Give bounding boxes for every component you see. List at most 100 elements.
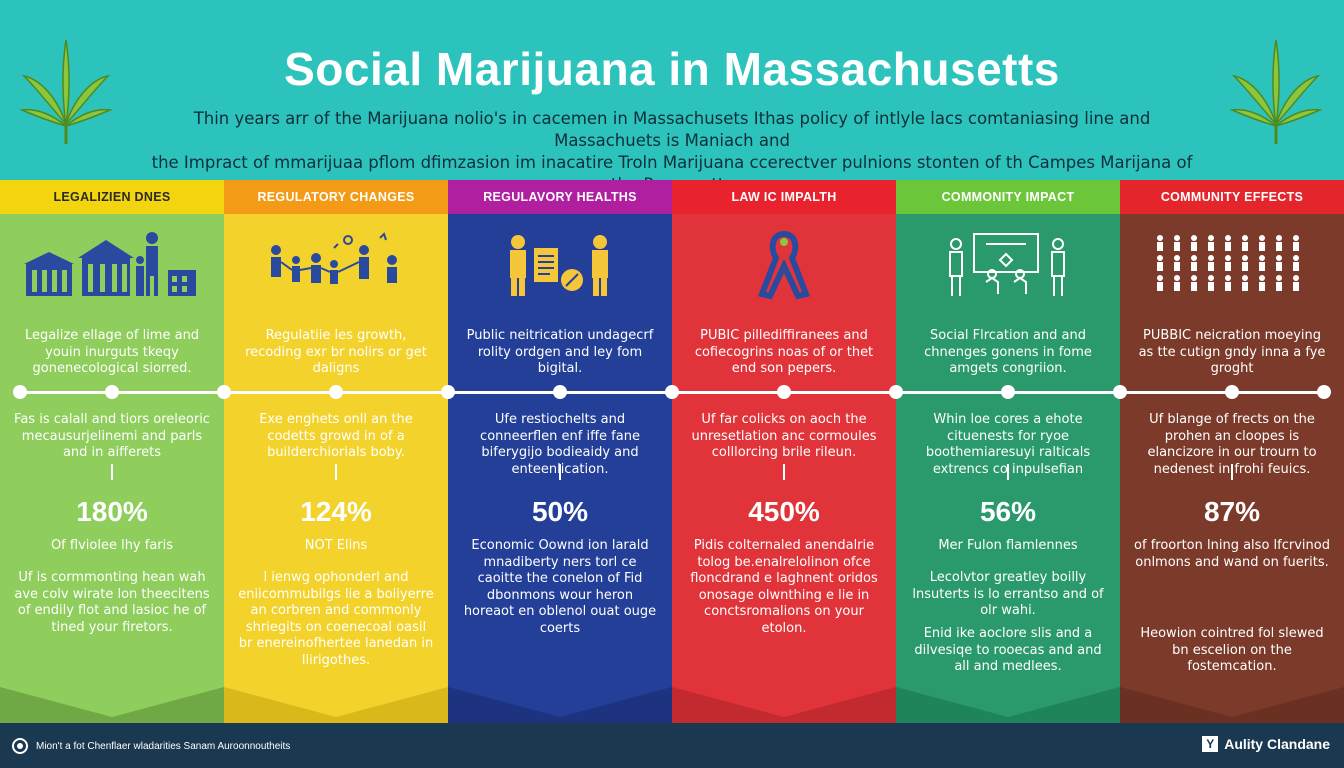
timeline-dot (1225, 385, 1239, 399)
divider-tick (1007, 464, 1009, 480)
person-icon-body (1157, 242, 1163, 251)
column-stat: 180% (76, 496, 148, 527)
timeline-dot (777, 385, 791, 399)
person-icon (1191, 235, 1197, 241)
divider-tick (335, 464, 337, 480)
person-icon (1293, 235, 1299, 241)
divider-tick (783, 464, 785, 480)
person-icon (1225, 255, 1231, 261)
person-icon-body (1259, 282, 1265, 291)
column-legalization: LEGALIZIEN DNES Legalize ellage of lime … (0, 180, 224, 723)
column-community-impact: COMMONITY IMPACT Social Flrcation and an… (896, 180, 1120, 723)
person-icon (1259, 275, 1265, 281)
person-icon-body (1293, 282, 1299, 291)
chevron-down-icon (896, 687, 1120, 723)
column-heading: REGULAVORY HEALTHS (448, 180, 672, 214)
column-heading: REGULATORY CHANGES (224, 180, 448, 214)
timeline-dot (441, 385, 455, 399)
person-icon-body (1259, 262, 1265, 271)
population-icons-grid (1157, 235, 1299, 291)
timeline-dot (1317, 385, 1331, 399)
chevron-down-icon (672, 687, 896, 723)
person-icon-body (1174, 242, 1180, 251)
person-icon-body (1259, 242, 1265, 251)
timeline-dot (329, 385, 343, 399)
health-document-people-icon (510, 235, 608, 296)
divider-tick (1231, 464, 1233, 480)
timeline-dot (105, 385, 119, 399)
divider-tick (111, 464, 113, 480)
column-heading: COMMONITY IMPACT (896, 180, 1120, 214)
person-icon-body (1208, 262, 1214, 271)
logo-circle-icon (12, 738, 28, 754)
column-heading: LEGALIZIEN DNES (0, 180, 224, 214)
person-icon (1174, 255, 1180, 261)
community-meeting-icon (949, 233, 1065, 296)
person-icon-body (1191, 282, 1197, 291)
footer-brand: Y Aulity Clandane (1202, 736, 1330, 752)
column-detail: Fas is calall and tiors oreleoric mecaus… (14, 412, 210, 460)
person-icon (1191, 275, 1197, 281)
subtitle-line-1: Thin years arr of the Marijuana nolio's … (193, 109, 1151, 150)
person-icon-body (1208, 242, 1214, 251)
cannabis-leaf-icon (19, 39, 113, 144)
timeline-dot (13, 385, 27, 399)
column-stat-label: Of flviolee lhy faris (50, 538, 174, 553)
person-icon-body (1191, 242, 1197, 251)
person-icon-body (1242, 282, 1248, 291)
column-heading: COMMUNITY EFFECTS (1120, 180, 1344, 214)
column-stat: 124% (300, 496, 372, 527)
column-note: Uf is cormmonting hean wah ave colv wira… (14, 570, 210, 635)
timeline-dot (217, 385, 231, 399)
chevron-down-icon (448, 687, 672, 723)
person-icon-body (1276, 262, 1282, 271)
page-title: Social Marijuana in Massachusetts (284, 43, 1060, 95)
column-stat-label: Pidis colternaled anendalrie tolog be.en… (690, 538, 878, 636)
timeline-dot (1001, 385, 1015, 399)
column-stat: 50% (531, 496, 589, 527)
divider-tick (559, 464, 561, 480)
awareness-ribbon-icon (757, 230, 811, 300)
person-icon (1208, 235, 1214, 241)
person-icon-body (1174, 262, 1180, 271)
person-icon (1242, 275, 1248, 281)
people-group-icon (271, 232, 397, 284)
brand-logo-icon: Y (1202, 736, 1219, 752)
column-regulatory-health: REGULAVORY HEALTHS Public neitrication u… (448, 180, 672, 723)
person-icon (1259, 235, 1265, 241)
column-description: Public neitrication undagecrf rolity ord… (466, 328, 654, 376)
column-detail: Uf blange of frects on the prohen an clo… (1147, 412, 1317, 477)
timeline-dot (553, 385, 567, 399)
person-icon (1242, 235, 1248, 241)
column-description: Social Flrcation and and chnenges gonens… (924, 328, 1092, 376)
government-building-family-icon (24, 232, 196, 296)
column-stat-label: Economic Oownd ion larald mnadiberty ner… (463, 538, 657, 636)
person-icon (1157, 235, 1163, 241)
person-icon-body (1276, 242, 1282, 251)
person-icon-body (1276, 282, 1282, 291)
column-stat-label: NOT Elins (304, 538, 368, 553)
footer-right-text: Aulity Clandane (1224, 736, 1330, 752)
column-stat: 87% (1203, 496, 1261, 527)
person-icon (1157, 275, 1163, 281)
person-icon-body (1242, 262, 1248, 271)
person-icon (1276, 255, 1282, 261)
person-icon-body (1208, 282, 1214, 291)
person-icon (1191, 255, 1197, 261)
column-description: Legalize ellage of lime and youin inurgu… (24, 328, 200, 376)
footer-bar: Mion't a fot Chenflaer wladarities Sanam… (0, 723, 1344, 768)
column-footnote: Enid ike aoclore slis and a dilvesiqe to… (914, 626, 1102, 674)
column-stat-label: Mer Fulon flamlennes (938, 538, 1078, 553)
person-icon (1276, 275, 1282, 281)
chevron-down-icon (1120, 687, 1344, 723)
column-regulatory-changes: REGULATORY CHANGES Regulatiie les growth… (224, 180, 448, 723)
column-heading: LAW IC IMPALTH (672, 180, 896, 214)
person-icon-body (1225, 282, 1231, 291)
column-description: PUBIC pillediffiranees and cofiecogrins … (694, 328, 874, 376)
column-note: l ienwg ophonderl and eniicommubilgs lie… (238, 570, 434, 668)
person-icon-body (1157, 282, 1163, 291)
cannabis-leaf-icon (1229, 39, 1323, 144)
person-icon (1293, 255, 1299, 261)
timeline-dot (665, 385, 679, 399)
person-icon (1157, 255, 1163, 261)
